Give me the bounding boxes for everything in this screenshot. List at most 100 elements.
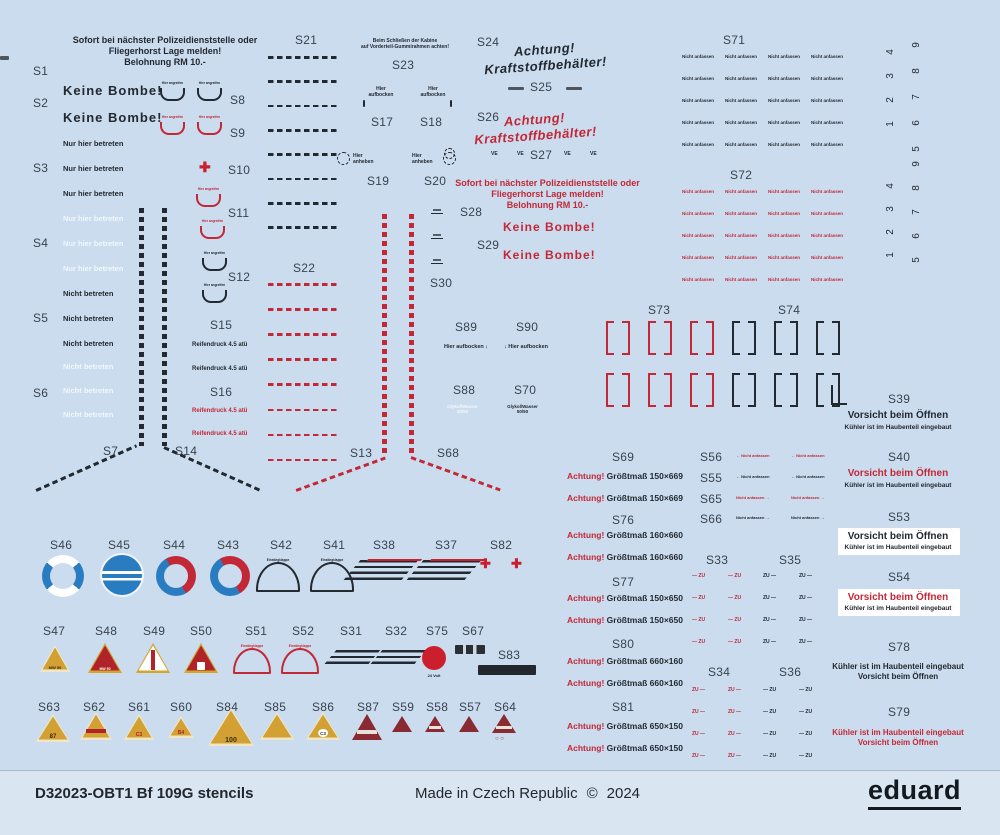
radiator-sub-s40: Kühler ist im Haubenteil eingebaut — [844, 482, 952, 489]
keine-bombe-red-2: Keine Bombe! — [503, 248, 596, 262]
jack-tick-s17 — [363, 100, 365, 107]
label-s36: S36 — [779, 665, 802, 679]
zu-grid-s36-5: — ZU — [799, 731, 813, 737]
digits-s71-outer-0: 9 — [910, 42, 922, 48]
grip-brackets-s9-0: Hier angreifen — [160, 115, 185, 135]
frame-grid-black-s74-0-left — [732, 321, 740, 355]
label-s87: S87 — [357, 700, 380, 714]
fuel-triangle-s63: 87 — [36, 714, 70, 742]
dash-rows-black-s21-3 — [268, 128, 340, 132]
label-s12: S12 — [228, 270, 251, 284]
warning-triangle-s48: MW 50 — [88, 643, 122, 673]
frame-grid-red-s73-2-left — [690, 321, 698, 355]
arrow-nicht-anfassen-s55-1: ← Nicht anfassen — [791, 474, 825, 479]
frame-grid-black-s74-0-right — [748, 321, 756, 355]
label-s23: S23 — [392, 58, 415, 72]
label-s40: S40 — [888, 450, 911, 464]
nicht-betreten-black-2: Nicht betreten — [63, 339, 114, 348]
arrow-nicht-anfassen-s66-1: Nicht anfassen → — [791, 515, 825, 520]
keine-bombe-black-0: Keine Bombe! — [63, 83, 163, 98]
nicht-anfassen-grid-s71-0: Nicht anfassen — [682, 54, 715, 59]
label-s27: S27 — [530, 148, 553, 162]
jack-here-s89: Hier aufbocken ↓ — [444, 344, 489, 350]
radiator-sub-s54: Kühler ist im Haubenteil eingebaut — [844, 605, 952, 612]
label-s33: S33 — [706, 553, 729, 567]
grip-bracket-s11b-label: Hier angreifen — [201, 219, 224, 223]
nicht-anfassen-grid-s71-13: Nicht anfassen — [725, 120, 758, 125]
radiator-title-s40: Vorsicht beim Öffnen — [847, 468, 949, 479]
label-s37: S37 — [435, 538, 458, 552]
dash-rows-red-s22-7 — [268, 458, 340, 462]
warning-triangle-s59-fill — [394, 718, 410, 730]
label-s38: S38 — [373, 538, 396, 552]
label-s42: S42 — [270, 538, 293, 552]
frame-grid-black-s74-4-right — [790, 373, 798, 407]
frame-grid-black-s74-3-right — [748, 373, 756, 407]
label-s19: S19 — [367, 174, 390, 188]
zu-grid-s33-4: — ZU — [692, 617, 706, 623]
micro-marks-s28-1 — [431, 233, 443, 239]
zu-grid-s35-3: ZU — — [799, 595, 813, 601]
nur-hier-betreten-white-1: Nur hier betreten — [63, 239, 124, 248]
nicht-anfassen-grid-s71-12: Nicht anfassen — [682, 120, 715, 125]
walkway-bend-s68 — [410, 456, 501, 492]
nicht-anfassen-grid-s72-3: Nicht anfassen — [811, 189, 844, 194]
warning-triangle-s47-label: MW 50 — [48, 665, 62, 670]
zu-grid-s34-3: ZU — — [728, 709, 742, 715]
tire-pressure-red-0: Reifendruck 4.5 atü — [192, 408, 248, 414]
label-s78: S78 — [888, 640, 911, 654]
nicht-anfassen-grid-s72-19: Nicht anfassen — [811, 277, 844, 282]
hatch-dome-s52-label: Einstiegklappe — [288, 644, 312, 648]
nicht-anfassen-grid-s71-11: Nicht anfassen — [811, 98, 844, 103]
nicht-betreten-white-1: Nicht betreten — [63, 386, 114, 395]
filler-ring-s44 — [156, 556, 196, 596]
arrow-nicht-anfassen-s66-0: Nicht anfassen → — [736, 515, 770, 520]
zu-grid-s36-1: — ZU — [799, 687, 813, 693]
max-size-s69-0: Achtung! Größtmaß 150×669 — [567, 471, 683, 481]
digits-s71-outer-1: 8 — [910, 68, 922, 74]
label-s32: S32 — [385, 624, 408, 638]
nicht-anfassen-grid-s72-17: Nicht anfassen — [725, 277, 758, 282]
label-s58: S58 — [426, 700, 449, 714]
keine-bombe-red-1: Keine Bombe! — [503, 220, 596, 234]
label-s21: S21 — [295, 33, 318, 47]
nicht-anfassen-grid-s71-6: Nicht anfassen — [768, 76, 801, 81]
label-s2: S2 — [33, 96, 49, 110]
radiator-sub-s39: Kühler ist im Haubenteil eingebaut — [844, 424, 952, 431]
label-s44: S44 — [163, 538, 186, 552]
red-cross-s82a: ✚ — [480, 556, 491, 571]
label-s30: S30 — [430, 276, 453, 290]
dash-rows-red-s22-4 — [268, 383, 340, 387]
max-size-s76-1: Achtung! Größtmaß 160×660 — [567, 552, 683, 562]
label-s61: S61 — [128, 700, 151, 714]
label-s88: S88 — [453, 383, 476, 397]
warning-triangle-s64-band — [496, 725, 512, 730]
nicht-anfassen-grid-s72-12: Nicht anfassen — [682, 255, 715, 260]
seg-bar-s67 — [455, 645, 485, 654]
zu-grid-s34-1: ZU — — [728, 687, 742, 693]
hatch-dome-s52: Einstiegklappe — [281, 644, 319, 674]
dash-rows-red-s22-5 — [268, 408, 340, 412]
nicht-anfassen-grid-s71-7: Nicht anfassen — [811, 76, 844, 81]
label-s63: S63 — [38, 700, 61, 714]
nicht-anfassen-grid-s72-1: Nicht anfassen — [725, 189, 758, 194]
walkway-bend-s14 — [163, 446, 261, 492]
trim-stripes-s38-red-stripe — [366, 559, 423, 562]
dash-rows-red-s22-6 — [268, 433, 340, 437]
fuel-triangle-s86: C3 — [306, 712, 340, 740]
jack-here-s18: Hier aufbocken — [420, 86, 446, 98]
label-s54: S54 — [888, 570, 911, 584]
radiator-title-s39: Vorsicht beim Öffnen — [847, 410, 949, 421]
label-s6: S6 — [33, 386, 49, 400]
nicht-anfassen-grid-s71-8: Nicht anfassen — [682, 98, 715, 103]
label-s25: S25 — [530, 80, 553, 94]
made-in-text: Made in Czech Republic © 2024 — [415, 785, 641, 802]
radiator-two-line-s79: Kühler ist im Haubenteil eingebaut Vorsi… — [832, 728, 964, 747]
radiator-title-s54: Vorsicht beim Öffnen — [847, 592, 949, 603]
dash-rows-black-s21-2 — [268, 104, 340, 108]
grip-brackets-s8-0-label: Hier angreifen — [161, 81, 184, 85]
filler-ring-s43 — [210, 556, 250, 596]
filler-disc-s45 — [100, 553, 144, 597]
dash-rows-red-s22-1 — [268, 308, 340, 311]
digits-s72-outer-3: 6 — [910, 233, 922, 239]
